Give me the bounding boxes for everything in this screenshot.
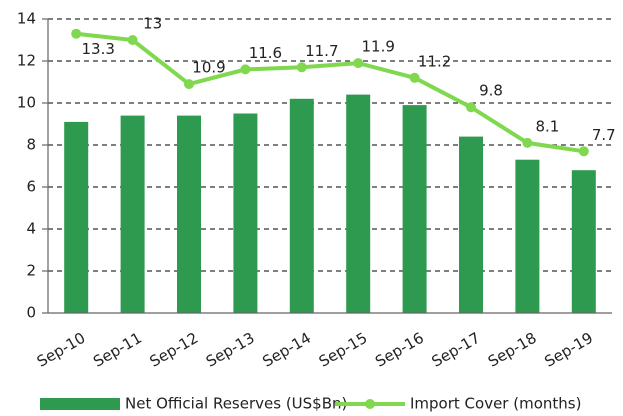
x-tick-label: Sep-15 bbox=[316, 329, 371, 371]
x-tick-label: Sep-18 bbox=[485, 329, 540, 371]
legend-swatch bbox=[40, 398, 120, 410]
x-tick-label: Sep-10 bbox=[34, 329, 89, 371]
data-label: 11.6 bbox=[249, 44, 282, 62]
line-marker bbox=[409, 72, 420, 83]
line-marker bbox=[71, 28, 82, 39]
bar bbox=[571, 170, 596, 313]
x-tick-label: Sep-14 bbox=[259, 329, 314, 371]
line-marker bbox=[127, 35, 138, 45]
bar bbox=[120, 115, 145, 313]
line-marker bbox=[578, 146, 589, 157]
bar bbox=[459, 136, 483, 313]
bar bbox=[233, 113, 258, 313]
bar bbox=[177, 115, 201, 313]
y-tick-label: 6 bbox=[26, 178, 36, 196]
bar bbox=[64, 121, 89, 314]
y-tick-label: 14 bbox=[17, 10, 36, 28]
x-tick-label: Sep-12 bbox=[147, 329, 202, 371]
x-tick-label: Sep-11 bbox=[90, 329, 145, 371]
data-label: 8.1 bbox=[535, 117, 559, 135]
data-label: 9.8 bbox=[479, 82, 503, 100]
line-marker bbox=[240, 64, 251, 75]
x-tick-label: Sep-16 bbox=[372, 329, 427, 371]
y-tick-label: 2 bbox=[26, 262, 36, 280]
line-marker bbox=[466, 102, 476, 113]
legend-marker bbox=[365, 399, 375, 409]
y-tick-label: 10 bbox=[17, 94, 36, 112]
bar bbox=[346, 94, 371, 313]
bar bbox=[515, 159, 540, 313]
x-tick-label: Sep-19 bbox=[541, 329, 596, 371]
data-label: 7.7 bbox=[592, 126, 616, 144]
data-label: 11.7 bbox=[305, 42, 338, 60]
line-marker bbox=[353, 58, 364, 69]
legend-label: Import Cover (months) bbox=[410, 395, 581, 413]
data-label: 11.9 bbox=[361, 38, 394, 56]
bar bbox=[402, 105, 427, 313]
line bbox=[75, 31, 585, 154]
line-marker bbox=[296, 62, 307, 73]
y-tick-label: 0 bbox=[26, 304, 36, 322]
y-tick-label: 4 bbox=[26, 220, 36, 238]
data-label: 13.3 bbox=[81, 40, 114, 58]
data-label: 13 bbox=[143, 15, 162, 33]
x-tick-label: Sep-17 bbox=[429, 329, 484, 371]
line-marker bbox=[184, 79, 194, 90]
data-label: 11.2 bbox=[418, 52, 451, 70]
x-tick-label: Sep-13 bbox=[203, 329, 258, 371]
y-tick-label: 8 bbox=[26, 136, 36, 154]
legend-label: Net Official Reserves (US$Bn) bbox=[125, 395, 347, 413]
line-marker bbox=[522, 137, 533, 148]
bar bbox=[289, 98, 314, 313]
data-label: 10.9 bbox=[192, 59, 225, 77]
y-tick-label: 12 bbox=[17, 52, 36, 70]
